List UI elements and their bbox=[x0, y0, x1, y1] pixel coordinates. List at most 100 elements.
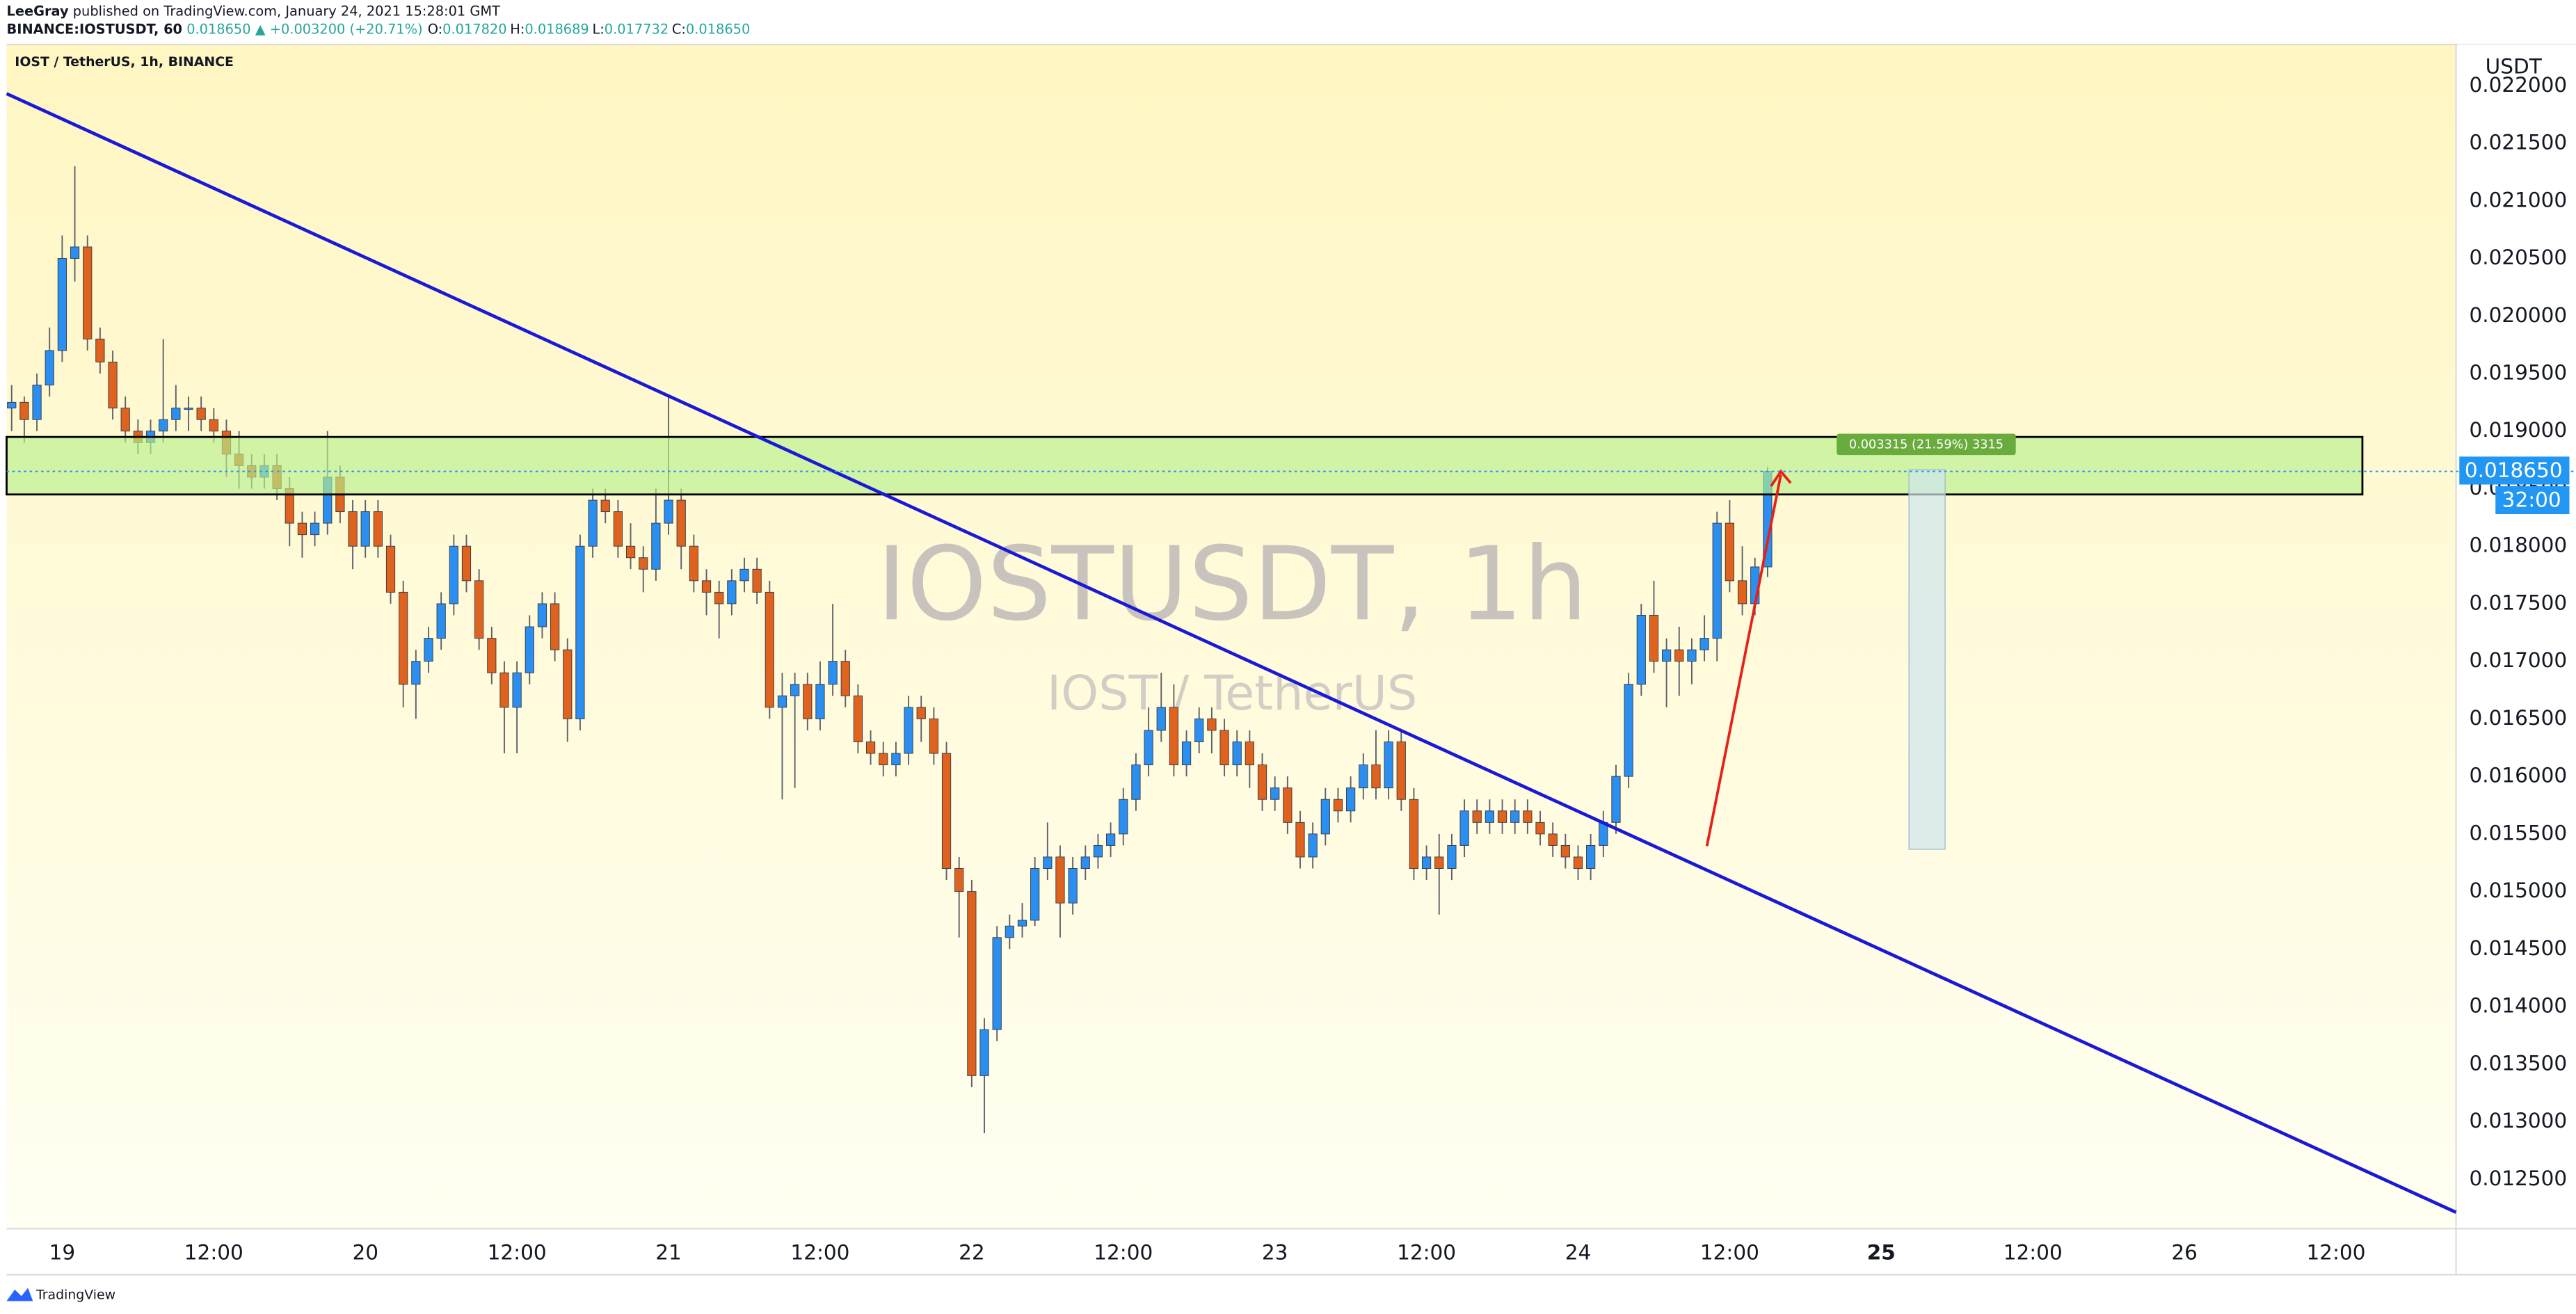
candle-body bbox=[512, 672, 522, 708]
candle-body bbox=[1371, 764, 1381, 789]
measure-label-bg bbox=[1837, 433, 2016, 456]
y-tick-label: 0.015500 bbox=[2469, 821, 2567, 844]
y-tick-label: 0.019000 bbox=[2469, 418, 2567, 442]
candle-body bbox=[1434, 856, 1444, 869]
candle-body bbox=[1359, 764, 1368, 789]
publish-line: LeeGray published on TradingView.com, Ja… bbox=[6, 3, 500, 19]
y-tick-label: 0.021500 bbox=[2469, 131, 2567, 154]
arrow-head bbox=[1770, 469, 1792, 488]
candle-body bbox=[1119, 799, 1128, 835]
candle-body bbox=[752, 568, 762, 593]
y-tick-label: 0.018000 bbox=[2469, 534, 2567, 557]
candle-body bbox=[310, 522, 320, 536]
candle-body bbox=[967, 891, 977, 1076]
candle-body bbox=[297, 522, 307, 536]
price-label-bg bbox=[2459, 456, 2570, 485]
author: LeeGray bbox=[6, 3, 69, 19]
symbol: BINANCE:IOSTUSDT, 60 bbox=[6, 21, 182, 37]
candle-body bbox=[550, 603, 560, 650]
x-tick-label: 22 bbox=[959, 1240, 985, 1264]
candle-body bbox=[487, 638, 497, 673]
candle-body bbox=[108, 361, 118, 409]
x-tick-label: 24 bbox=[1565, 1240, 1592, 1264]
candle-body bbox=[954, 868, 964, 892]
candle-body bbox=[1472, 810, 1482, 823]
candle-body bbox=[1245, 742, 1254, 766]
candle-body bbox=[1396, 742, 1406, 800]
x-tick-label: 12:00 bbox=[1700, 1240, 1759, 1264]
candle-body bbox=[916, 707, 926, 719]
y-tick-label: 0.021000 bbox=[2469, 188, 2567, 211]
y-tick-label: 0.020500 bbox=[2469, 246, 2567, 269]
x-tick-label: 12:00 bbox=[2003, 1240, 2063, 1264]
candle-body bbox=[815, 684, 825, 719]
candle-body bbox=[891, 753, 901, 766]
candle-body bbox=[1030, 868, 1040, 921]
candle-body bbox=[1674, 649, 1684, 662]
x-tick-label: 19 bbox=[49, 1240, 76, 1264]
candle-body bbox=[714, 591, 724, 604]
candle-body bbox=[159, 419, 168, 432]
candle-body bbox=[537, 603, 547, 627]
candle-body bbox=[7, 401, 17, 409]
candle-body bbox=[651, 522, 661, 570]
candle-body bbox=[95, 338, 105, 362]
candle-body bbox=[1156, 707, 1166, 731]
x-tick-label: 12:00 bbox=[2307, 1240, 2366, 1264]
candle-body bbox=[765, 591, 774, 708]
candle-body bbox=[992, 937, 1002, 1030]
axis-unit: USDT bbox=[2486, 54, 2543, 78]
symbol-line: BINANCE:IOSTUSDT, 60 0.018650 ▲ +0.00320… bbox=[6, 21, 750, 37]
y-tick-label: 0.013000 bbox=[2469, 1109, 2567, 1132]
y-tick-label: 0.014500 bbox=[2469, 936, 2567, 960]
y-tick-label: 0.013500 bbox=[2469, 1051, 2567, 1075]
candle-body bbox=[941, 753, 952, 869]
y-tick-label: 0.014000 bbox=[2469, 994, 2567, 1018]
candle-body bbox=[588, 499, 598, 547]
candle-body bbox=[399, 591, 408, 685]
x-tick-label: 25 bbox=[1867, 1240, 1896, 1264]
arrow-shaft bbox=[1705, 474, 1782, 847]
candle-body bbox=[525, 626, 534, 673]
candle-body bbox=[1510, 810, 1520, 823]
candle-body bbox=[1283, 787, 1293, 823]
candle-body bbox=[1270, 787, 1280, 800]
candle-body bbox=[436, 603, 446, 639]
time-axis: 19 12:00 20 12:00 21 12:00 22 12:00 23 12:00 24 12:… bbox=[49, 1240, 2366, 1264]
candle-body bbox=[1346, 787, 1356, 812]
x-tick-label: 12:00 bbox=[1397, 1240, 1456, 1264]
x-tick-label: 12:00 bbox=[184, 1240, 243, 1264]
candle-body bbox=[1586, 844, 1596, 869]
countdown-bg bbox=[2495, 486, 2570, 515]
candle-body bbox=[1105, 833, 1116, 846]
candle-body bbox=[828, 661, 838, 685]
candle-body bbox=[1080, 856, 1090, 869]
y-tick-label: 0.022000 bbox=[2469, 73, 2567, 97]
candle-body bbox=[1207, 718, 1217, 731]
candle-body bbox=[449, 545, 458, 604]
ohlc-value: 0.017732 bbox=[605, 21, 669, 37]
candle-body bbox=[840, 661, 850, 696]
y-tick-label: 0.017500 bbox=[2469, 591, 2567, 614]
candle-body bbox=[1459, 810, 1469, 846]
x-tick-label: 12:00 bbox=[790, 1240, 849, 1264]
candle-body bbox=[625, 545, 636, 559]
candle-body bbox=[613, 511, 623, 547]
y-tick-label: 0.020000 bbox=[2469, 303, 2567, 327]
candle-body bbox=[360, 511, 370, 547]
candle-body bbox=[32, 385, 42, 420]
x-tick-label: 21 bbox=[655, 1240, 682, 1264]
change: ▲ +0.003200 (+20.71%) bbox=[255, 21, 423, 37]
last-price: 0.018650 bbox=[186, 21, 250, 37]
candle-body bbox=[1485, 810, 1494, 823]
candle-body bbox=[1725, 522, 1735, 582]
candle-body bbox=[1497, 810, 1507, 823]
candle-body bbox=[1548, 833, 1558, 846]
measure-box bbox=[1908, 469, 1946, 850]
measure-label: 0.003315 (21.59%) 3315 bbox=[1849, 438, 2003, 452]
candle-body bbox=[1384, 742, 1393, 789]
candle-body bbox=[1194, 718, 1204, 742]
candle-body bbox=[373, 511, 383, 547]
